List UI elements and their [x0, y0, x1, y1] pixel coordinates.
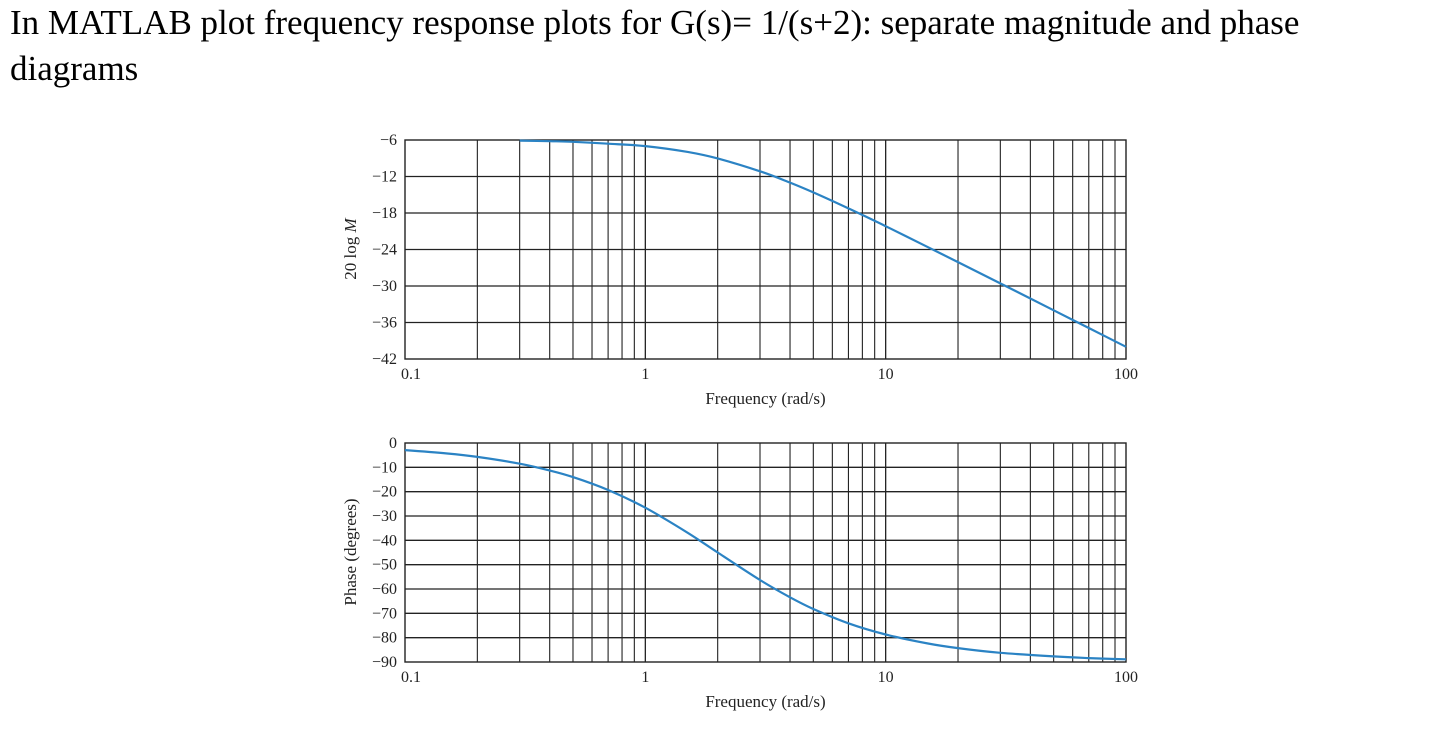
magnitude-y-tick-label: −12: [372, 169, 397, 186]
magnitude-x-tick-label: 10: [878, 366, 894, 383]
phase-x-tick-label: 1: [641, 669, 649, 686]
magnitude-curve: [519, 139, 1127, 348]
magnitude-x-ticks: 0.1 1 10 100: [401, 366, 1138, 383]
phase-y-ticks: 0 −10 −20 −30 −40 −50 −60 −70 −80 −90: [372, 435, 397, 671]
phase-grid: [405, 443, 1126, 662]
magnitude-y-tick-label: −30: [372, 278, 397, 295]
phase-x-axis-label: Frequency (rad/s): [705, 692, 825, 711]
phase-y-tick-label: −10: [372, 459, 397, 476]
phase-y-tick-label: −80: [372, 630, 397, 647]
magnitude-plot-frame: [404, 139, 1127, 360]
magnitude-y-tick-label: −36: [372, 315, 397, 332]
phase-plot: 0 −10 −20 −30 −40 −50 −60 −70 −80 −90 0.1 1 10 100 F…: [341, 435, 1138, 711]
magnitude-y-axis-label-text: 20 log: [341, 232, 360, 279]
magnitude-y-tick-label: −42: [372, 351, 397, 368]
phase-y-tick-label: 0: [389, 435, 397, 452]
magnitude-plot: −6 −12 −18 −24 −30 −36 −42 0.1 1 10 100 Frequency…: [341, 132, 1138, 408]
phase-curve: [404, 449, 1127, 661]
phase-x-tick-label: 10: [878, 669, 894, 686]
magnitude-y-tick-label: −24: [372, 242, 397, 259]
phase-y-axis-label: Phase (degrees): [341, 498, 360, 605]
phase-y-tick-label: −70: [372, 605, 397, 622]
phase-y-tick-label: −20: [372, 484, 397, 501]
magnitude-y-axis-label: 20 log M: [341, 217, 360, 279]
magnitude-x-tick-label: 1: [641, 366, 649, 383]
phase-y-tick-label: −60: [372, 581, 397, 598]
phase-x-tick-label: 100: [1114, 669, 1138, 686]
phase-y-tick-label: −30: [372, 508, 397, 525]
magnitude-y-tick-label: −6: [380, 132, 397, 149]
phase-x-tick-label: 0.1: [401, 669, 421, 686]
magnitude-y-ticks: −6 −12 −18 −24 −30 −36 −42: [372, 132, 397, 368]
magnitude-x-tick-label: 100: [1114, 366, 1138, 383]
phase-y-tick-label: −40: [372, 532, 397, 549]
question-text: In MATLAB plot frequency response plots …: [10, 3, 1300, 88]
magnitude-y-axis-label-variable: M: [341, 217, 360, 233]
magnitude-y-tick-label: −18: [372, 205, 397, 222]
phase-plot-frame: [404, 442, 1127, 663]
magnitude-grid: [405, 140, 1126, 359]
magnitude-x-axis-label: Frequency (rad/s): [705, 389, 825, 408]
phase-x-ticks: 0.1 1 10 100: [401, 669, 1138, 686]
phase-y-tick-label: −90: [372, 654, 397, 671]
magnitude-x-tick-label: 0.1: [401, 366, 421, 383]
phase-y-tick-label: −50: [372, 557, 397, 574]
